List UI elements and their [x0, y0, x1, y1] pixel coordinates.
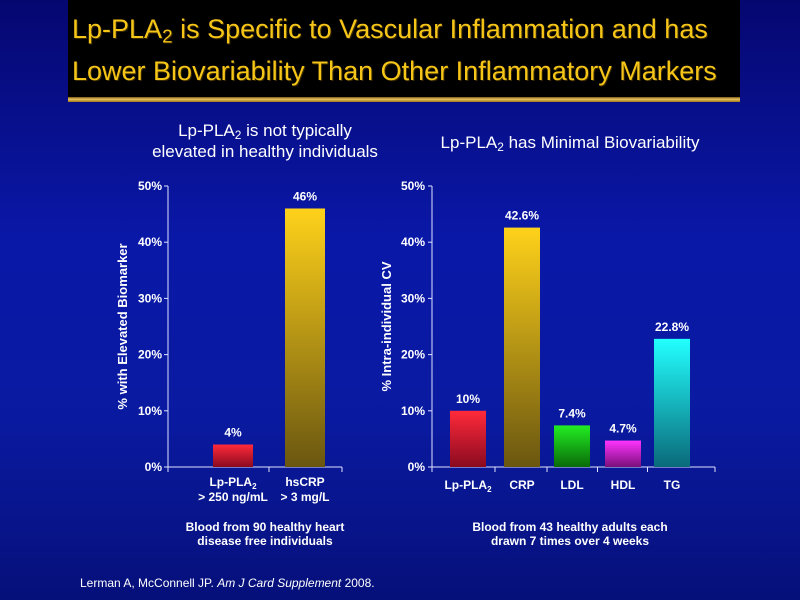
bar-value-label: 4%: [224, 426, 242, 440]
bar-value-label: 10%: [456, 392, 480, 406]
category-label: Lp-PLA2: [209, 475, 257, 491]
bar-value-label: 42.6%: [505, 209, 539, 223]
bar-value-label: 7.4%: [558, 406, 586, 420]
category-label: CRP: [509, 478, 534, 492]
right-footnote: Blood from 43 healthy adults each drawn …: [472, 520, 668, 548]
category-label-line2: > 250 ng/mL: [198, 490, 268, 504]
category-label: LDL: [560, 478, 583, 492]
citation: Lerman A, McConnell JP. Am J Card Supple…: [80, 576, 375, 590]
left-panel-title: Lp-PLA2 is not typically elevated in hea…: [152, 121, 378, 161]
y-axis-title: % with Elevated Biomarker: [115, 243, 130, 409]
left-footnote: Blood from 90 healthy heart disease free…: [185, 520, 345, 548]
slide-title-line2: Lower Biovariability Than Other Inflamma…: [72, 56, 717, 86]
y-tick-label: 0%: [145, 460, 163, 474]
y-tick-label: 40%: [401, 235, 425, 249]
bar-value-label: 4.7%: [609, 422, 637, 436]
y-tick-label: 30%: [138, 291, 162, 305]
category-label: HDL: [611, 478, 636, 492]
y-tick-label: 50%: [138, 179, 162, 193]
bar: [654, 338, 690, 467]
y-tick-label: 10%: [138, 404, 162, 418]
right-chart: 0% 10% 20% 30% 40% 50% % Intra-individual CV 10…: [379, 179, 716, 494]
category-label: hsCRP: [285, 475, 324, 489]
bar: [450, 410, 486, 467]
y-tick-label: 20%: [401, 348, 425, 362]
bar: [504, 227, 540, 467]
category-label: TG: [664, 478, 681, 492]
y-tick-label: 30%: [401, 291, 425, 305]
y-tick-label: 50%: [401, 179, 425, 193]
y-tick-label: 10%: [401, 404, 425, 418]
y-tick-label: 20%: [138, 348, 162, 362]
y-tick-label: 40%: [138, 235, 162, 249]
title-rule: [68, 97, 740, 102]
category-label-line2: > 3 mg/L: [280, 490, 329, 504]
bar: [605, 440, 641, 467]
title-band: [68, 0, 740, 96]
bar: [554, 425, 590, 467]
y-axis-title: % Intra-individual CV: [379, 261, 394, 391]
left-chart: 0% 10% 20% 30% 40% 50% % with Elevated Biomark…: [115, 179, 343, 504]
y-tick-label: 0%: [408, 460, 426, 474]
right-panel-title: Lp-PLA2 has Minimal Biovariability: [440, 133, 700, 154]
slide-title-line1: Lp-PLA2 is Specific to Vascular Inflamma…: [72, 14, 708, 48]
bar: [213, 444, 253, 467]
bar-value-label: 46%: [293, 189, 317, 203]
bar-value-label: 22.8%: [655, 320, 689, 334]
bar: [285, 208, 325, 468]
category-label: Lp-PLA2: [444, 478, 492, 494]
